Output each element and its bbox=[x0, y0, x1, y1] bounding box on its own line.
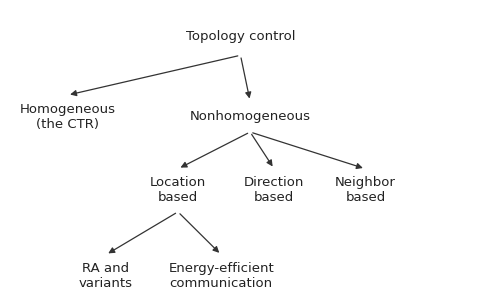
Text: Direction
based: Direction based bbox=[243, 176, 304, 204]
Text: RA and
variants: RA and variants bbox=[79, 262, 132, 290]
Text: Topology control: Topology control bbox=[185, 30, 295, 43]
Text: Neighbor
based: Neighbor based bbox=[335, 176, 395, 204]
Text: Homogeneous
(the CTR): Homogeneous (the CTR) bbox=[19, 103, 115, 131]
Text: Nonhomogeneous: Nonhomogeneous bbox=[189, 110, 310, 123]
Text: Location
based: Location based bbox=[150, 176, 205, 204]
Text: Energy-efficient
communication: Energy-efficient communication bbox=[168, 262, 274, 290]
